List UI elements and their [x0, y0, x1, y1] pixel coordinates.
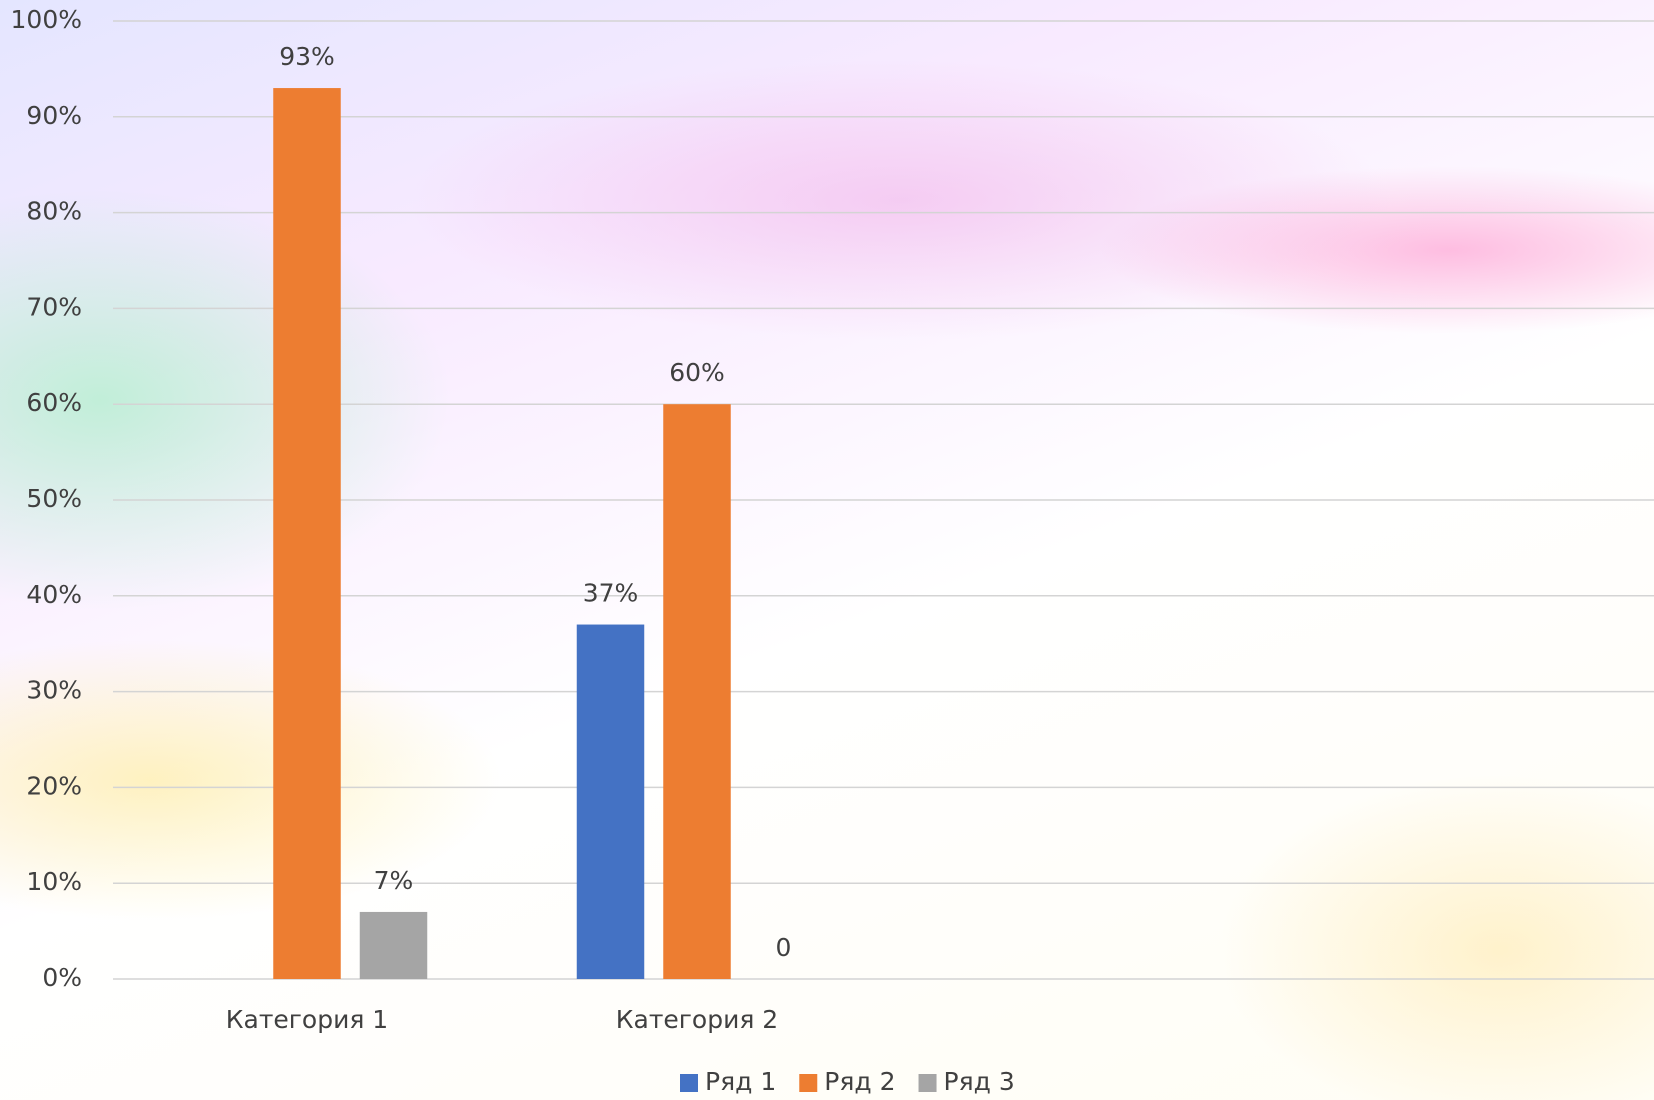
- y-tick-label: 20%: [26, 771, 82, 800]
- y-tick-label: 30%: [26, 676, 82, 705]
- y-tick-label: 40%: [26, 580, 82, 609]
- x-tick-label: Категория 2: [616, 1005, 778, 1034]
- x-tick-label: Категория 1: [226, 1005, 388, 1034]
- data-label: 37%: [583, 579, 639, 608]
- data-label: 93%: [279, 42, 335, 71]
- legend-swatch: [799, 1074, 818, 1092]
- y-tick-label: 90%: [26, 101, 82, 130]
- data-label: 0: [776, 933, 792, 962]
- bar: [273, 88, 341, 979]
- bar: [663, 404, 731, 979]
- legend-label: Ряд 2: [824, 1067, 895, 1096]
- bar: [576, 624, 645, 979]
- y-tick-label: 50%: [26, 484, 82, 513]
- legend-label: Ряд 3: [944, 1067, 1015, 1096]
- bar: [359, 911, 428, 979]
- y-tick-label: 60%: [26, 388, 82, 417]
- y-tick-label: 100%: [11, 5, 82, 34]
- y-tick-label: 0%: [42, 963, 82, 992]
- y-tick-label: 80%: [26, 197, 82, 226]
- legend-swatch: [918, 1074, 937, 1092]
- y-tick-label: 10%: [26, 867, 82, 896]
- y-tick-label: 70%: [26, 292, 82, 321]
- data-label: 7%: [374, 866, 414, 895]
- legend-label: Ряд 1: [705, 1067, 776, 1096]
- data-label: 60%: [669, 358, 725, 387]
- legend-swatch: [680, 1074, 698, 1092]
